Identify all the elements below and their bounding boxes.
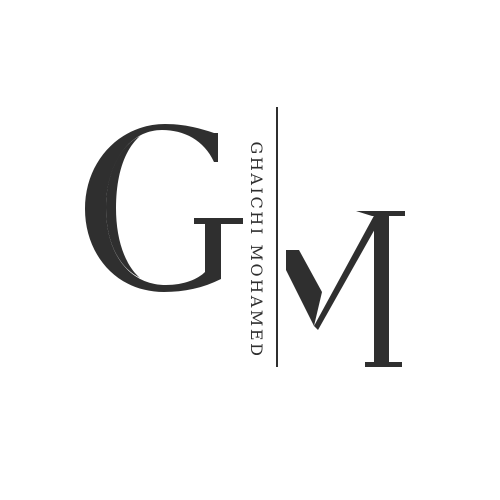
- monogram-letter-g: [85, 124, 243, 292]
- monogram-letter-m: [286, 211, 405, 367]
- divider-line: [276, 107, 278, 367]
- brand-name-vertical: GHAICHI MOHAMED: [247, 141, 266, 359]
